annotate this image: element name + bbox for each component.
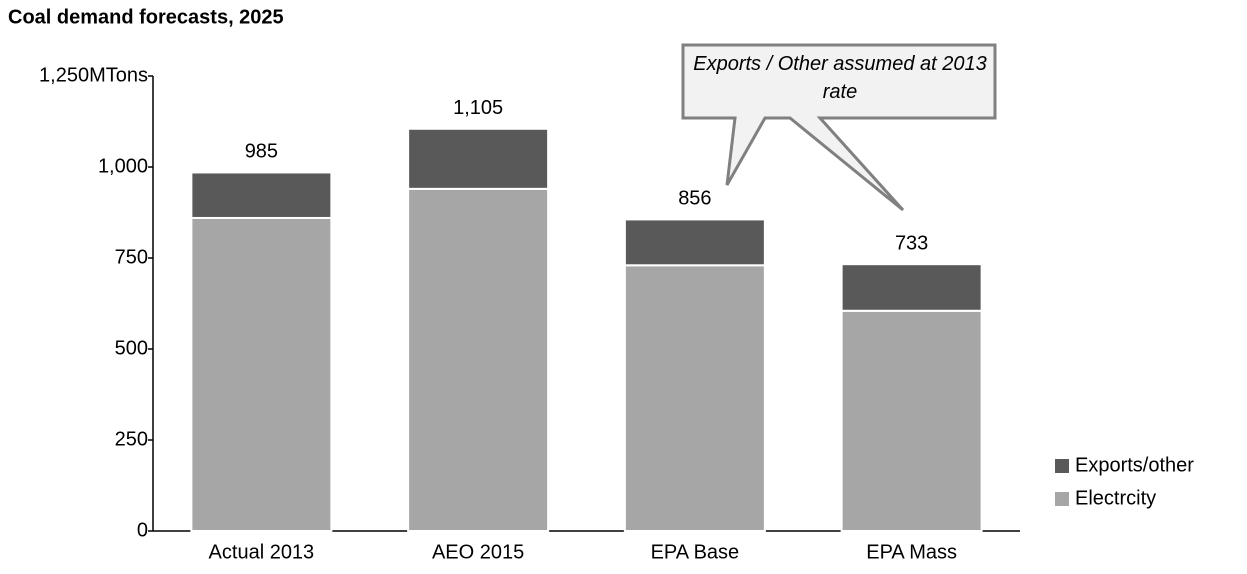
x-tick-label: Actual 2013: [209, 541, 315, 563]
total-label: 856: [678, 188, 711, 210]
bar-segment: [840, 263, 983, 312]
total-label: 733: [895, 232, 928, 254]
y-tick-label: 500: [115, 337, 148, 359]
bar-segment: [407, 127, 550, 190]
bar-segment: [190, 171, 333, 219]
callout: [681, 43, 997, 212]
total-label: 1,105: [453, 97, 503, 119]
y-tick-label: 0: [137, 519, 148, 541]
x-tick-label: AEO 2015: [432, 541, 524, 563]
y-tick-label: 250: [115, 428, 148, 450]
callout-box: [681, 43, 997, 212]
bar-segment: [623, 218, 766, 267]
y-tick-label: 1,000: [98, 155, 148, 177]
annotation: Exports / Other assumed at 2013 rate: [693, 53, 987, 103]
legend-label: Electrcity: [1075, 487, 1156, 509]
bar-segment: [407, 187, 550, 532]
bar-segment: [840, 309, 983, 532]
legend-swatch: [1055, 492, 1069, 506]
y-tick-label: 1,250MTons: [39, 64, 148, 86]
chart-title: Coal demand forecasts, 2025: [8, 6, 284, 28]
bar-segment: [190, 216, 333, 533]
legend-swatch: [1055, 459, 1069, 473]
x-tick-label: EPA Mass: [866, 541, 957, 563]
y-tick-label: 750: [115, 246, 148, 268]
x-tick-label: EPA Base: [651, 541, 740, 563]
legend-label: Exports/other: [1075, 454, 1194, 476]
bar-segment: [623, 264, 766, 532]
total-label: 985: [245, 141, 278, 163]
